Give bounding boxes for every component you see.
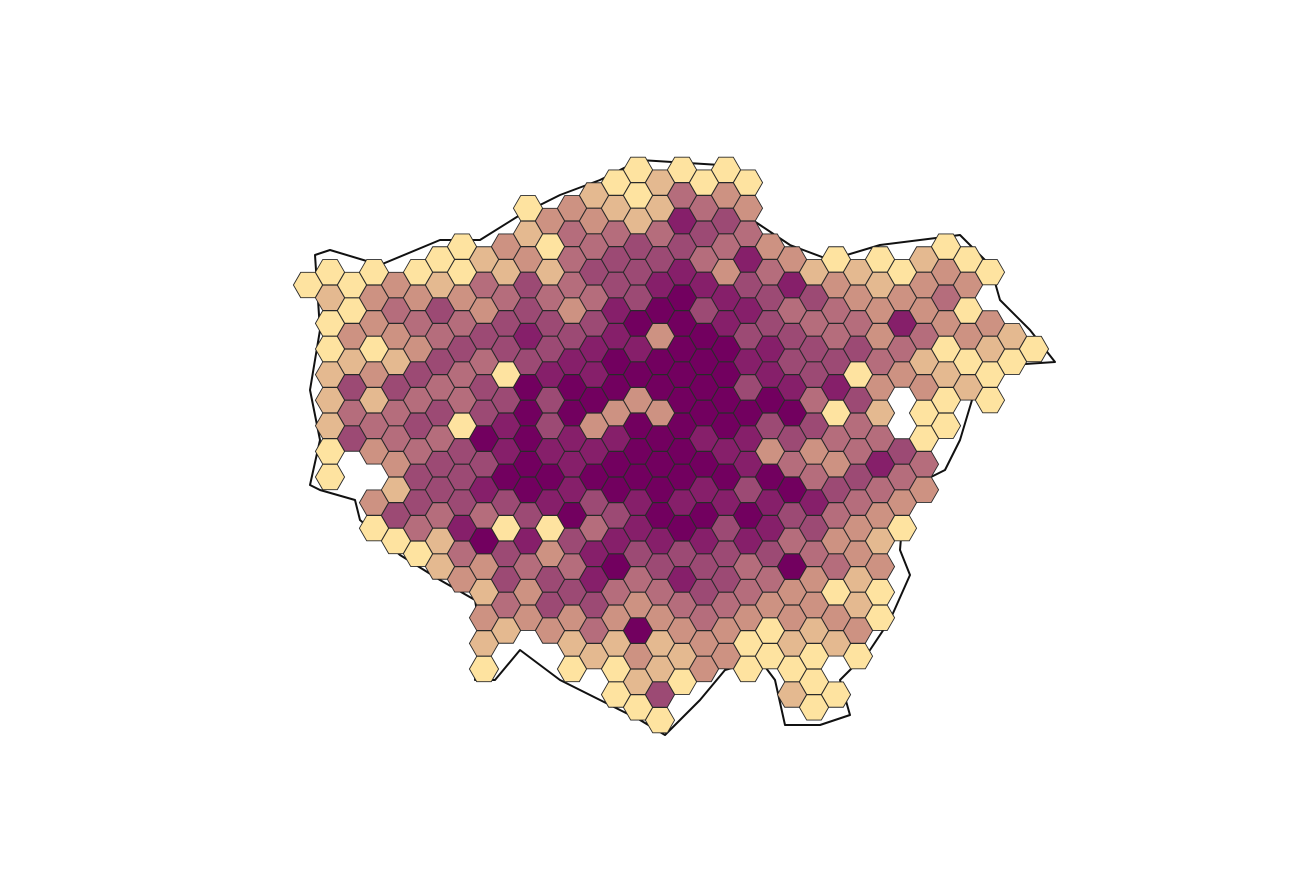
- hex-cell: [468, 655, 500, 683]
- hex-cell: [864, 604, 896, 631]
- hex-cell: [1018, 335, 1050, 363]
- hex-cell: [974, 387, 1006, 414]
- hex-cell: [930, 412, 962, 439]
- hex-cell: [842, 643, 874, 670]
- hex-cell: [974, 259, 1006, 286]
- hex-layer: [292, 156, 1050, 734]
- hex-cell: [908, 476, 940, 503]
- hex-cell: [644, 707, 676, 734]
- hex-cell: [314, 463, 346, 491]
- hex-cell: [820, 681, 852, 708]
- hex-cell: [886, 515, 918, 542]
